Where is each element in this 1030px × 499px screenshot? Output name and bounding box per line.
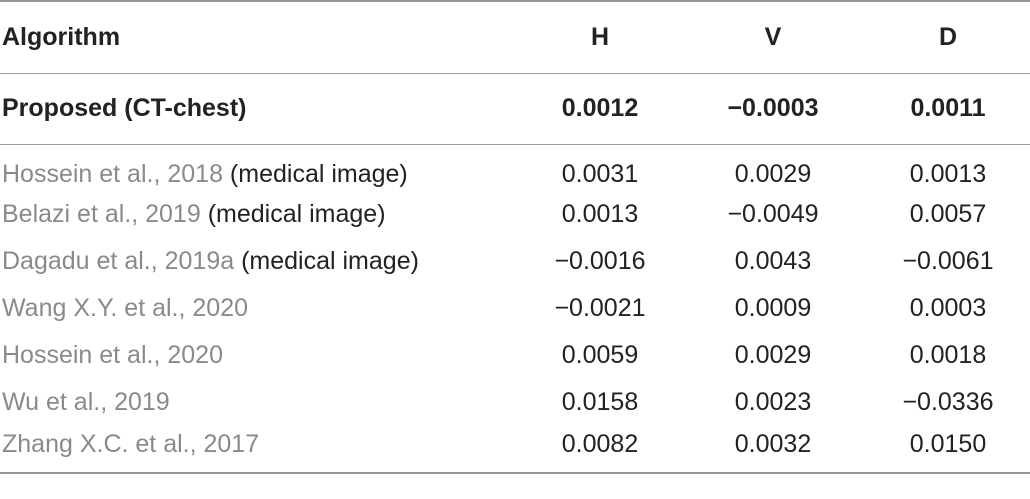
row-d: −0.0336 — [902, 388, 994, 416]
row-algorithm: Dagadu et al., 2019a (medical image) — [0, 238, 520, 285]
proposed-row: Proposed (CT-chest) 0.0012 −0.0003 0.001… — [0, 73, 1030, 145]
row-v: −0.0049 — [727, 200, 819, 228]
table-row: Hossein et al., 2020 0.0059 0.0029 0.001… — [0, 332, 1030, 379]
table-row: Dagadu et al., 2019a (medical image) −0.… — [0, 238, 1030, 285]
row-h: −0.0016 — [554, 247, 646, 275]
header-algorithm: Algorithm — [0, 0, 520, 74]
row-v: 0.0043 — [734, 247, 812, 275]
table-row: Wang X.Y. et al., 2020 −0.0021 0.0009 0.… — [0, 285, 1030, 332]
row-h: 0.0031 — [561, 160, 639, 189]
correlation-comparison-table: Algorithm H V D Proposed (CT-chest) 0.00… — [0, 0, 1030, 474]
row-h: −0.0021 — [554, 294, 646, 322]
citation-link[interactable]: Zhang X.C. et al., 2017 — [2, 429, 260, 458]
row-d: 0.0003 — [909, 294, 987, 322]
citation-link[interactable]: Dagadu et al., 2019a — [2, 247, 235, 275]
header-d: D — [866, 0, 1030, 74]
row-note: (medical image) — [234, 247, 419, 275]
row-h: 0.0013 — [561, 200, 639, 228]
proposed-v: −0.0003 — [680, 73, 866, 145]
row-algorithm: Hossein et al., 2018 (medical image) — [0, 144, 520, 191]
row-algorithm: Wu et al., 2019 — [0, 379, 520, 426]
row-d: −0.0061 — [902, 247, 994, 275]
row-h: 0.0158 — [561, 388, 639, 416]
row-v: 0.0029 — [734, 341, 812, 369]
table-row: Belazi et al., 2019 (medical image) 0.00… — [0, 191, 1030, 238]
citation-link[interactable]: Wu et al., 2019 — [2, 388, 170, 416]
row-h: 0.0059 — [561, 341, 639, 369]
citation-link[interactable]: Belazi et al., 2019 — [2, 200, 201, 228]
citation-link[interactable]: Wang X.Y. et al., 2020 — [2, 294, 248, 322]
row-algorithm: Hossein et al., 2020 — [0, 332, 520, 379]
table-row: Zhang X.C. et al., 2017 0.0082 0.0032 0.… — [0, 426, 1030, 474]
row-v: 0.0009 — [734, 294, 812, 322]
header-row: Algorithm H V D — [0, 0, 1030, 74]
table-row: Hossein et al., 2018 (medical image) 0.0… — [0, 144, 1030, 191]
proposed-h: 0.0012 — [520, 73, 680, 145]
row-algorithm: Belazi et al., 2019 (medical image) — [0, 191, 520, 238]
proposed-algorithm: Proposed (CT-chest) — [0, 73, 520, 145]
row-algorithm: Wang X.Y. et al., 2020 — [0, 285, 520, 332]
row-v: 0.0029 — [734, 160, 812, 189]
row-d: 0.0150 — [866, 426, 1030, 474]
row-d: 0.0018 — [909, 341, 987, 369]
row-v: 0.0032 — [680, 426, 866, 474]
table-row: Wu et al., 2019 0.0158 0.0023 −0.0336 — [0, 379, 1030, 426]
row-note: (medical image) — [222, 160, 408, 189]
row-d: 0.0057 — [909, 200, 987, 228]
citation-link[interactable]: Hossein et al., 2018 — [2, 160, 223, 189]
row-d: 0.0013 — [909, 160, 987, 189]
header-v: V — [680, 0, 866, 74]
header-h: H — [520, 0, 680, 74]
citation-link[interactable]: Hossein et al., 2020 — [2, 341, 223, 369]
row-note: (medical image) — [200, 200, 386, 228]
row-h: 0.0082 — [520, 426, 680, 474]
row-algorithm: Zhang X.C. et al., 2017 — [0, 426, 520, 474]
row-v: 0.0023 — [734, 388, 812, 416]
proposed-d: 0.0011 — [866, 73, 1030, 145]
